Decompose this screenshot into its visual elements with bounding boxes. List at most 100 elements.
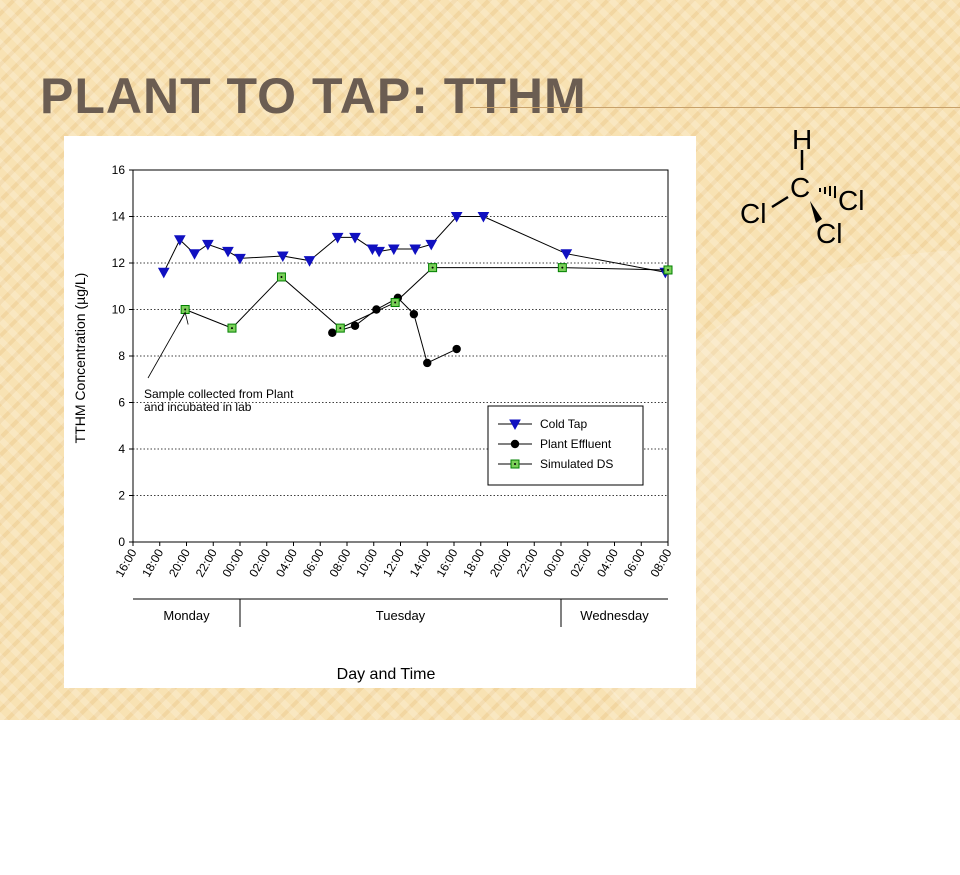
title-underline (470, 107, 960, 108)
data-point (173, 235, 186, 246)
atom-cl-right: Cl (838, 185, 864, 216)
atom-c: C (790, 172, 810, 203)
x-tick-label: 04:00 (273, 546, 300, 579)
x-tick-label: 22:00 (193, 546, 220, 579)
legend-entry: Plant Effluent (498, 437, 612, 451)
series-simulated-ds (180, 263, 673, 333)
data-point (509, 419, 521, 431)
x-tick-label: 06:00 (300, 546, 327, 579)
data-point (409, 244, 422, 256)
data-point (372, 305, 381, 314)
data-point (328, 328, 337, 337)
legend-label: Cold Tap (540, 417, 587, 431)
data-point-dot (230, 327, 233, 330)
data-point-dot (514, 463, 516, 465)
data-point (450, 212, 463, 223)
data-point (477, 212, 490, 223)
x-tick-labels: 16:00 18:00 20:00 22:00 00:00 02:00 04:00 06:00… (112, 546, 674, 579)
data-point-dot (184, 308, 187, 311)
c-cl-left-bond (771, 195, 789, 209)
y-tick-label: 6 (118, 396, 125, 410)
x-tick-label: 06:00 (621, 546, 648, 579)
data-point (425, 239, 438, 251)
chart-panel: 0 2 4 6 8 10 12 14 16 16:00 18:00 20:00 22:00 00:00 0… (64, 136, 696, 688)
legend: Cold Tap Plant Effluent Simulated DS (487, 405, 644, 486)
x-tick-label: 04:00 (594, 546, 621, 579)
data-point (560, 249, 573, 260)
y-tick-label: 12 (112, 256, 126, 270)
data-point (350, 321, 360, 330)
x-axis-label: Day and Time (337, 666, 436, 683)
data-point (409, 309, 419, 319)
y-tick-label: 0 (118, 535, 125, 549)
atom-h: H (792, 124, 812, 155)
c-cl-down-wedge-bond (810, 201, 822, 223)
day-label: Monday (163, 608, 210, 623)
data-point-dot (394, 301, 397, 304)
data-point (373, 246, 385, 258)
y-tick-label: 4 (118, 442, 125, 456)
data-point (387, 244, 400, 256)
data-point-dot (280, 275, 283, 278)
legend-entry: Cold Tap (498, 417, 587, 431)
annotation-text: Sample collected from Plant (144, 387, 294, 401)
x-tick-label: 12:00 (380, 546, 407, 579)
annotation-arrowhead (178, 311, 189, 325)
legend-label: Simulated DS (540, 457, 613, 471)
chloroform-molecule: H C Cl Cl Cl (740, 124, 864, 249)
x-tick-label: 02:00 (246, 546, 273, 579)
y-tick-label: 8 (118, 349, 125, 363)
x-tick-label: 02:00 (567, 546, 594, 579)
data-point (222, 246, 234, 258)
data-point (276, 251, 289, 263)
series-line (184, 267, 669, 329)
y-tick-label: 10 (112, 303, 126, 317)
data-point (234, 253, 246, 265)
atom-cl-left: Cl (740, 198, 766, 229)
data-point (349, 232, 361, 244)
x-tick-label: 16:00 (112, 546, 139, 579)
x-tick-label: 10:00 (353, 546, 380, 579)
data-point (188, 249, 201, 260)
annotation-arrow-line (147, 312, 186, 379)
day-label: Tuesday (376, 608, 426, 623)
x-tick-label: 00:00 (219, 546, 246, 579)
y-tick-label: 2 (118, 489, 125, 503)
data-point (423, 358, 432, 368)
atom-cl-bottom: Cl (816, 218, 842, 249)
series-plant-effluent (328, 293, 461, 368)
series-line (163, 216, 666, 273)
series-line (332, 297, 457, 364)
data-point-dot (667, 268, 669, 271)
y-tick-labels: 0 2 4 6 8 10 12 14 16 (112, 163, 126, 549)
x-tick-label: 18:00 (460, 546, 487, 579)
day-label: Wednesday (580, 608, 649, 623)
x-tick-label: 16:00 (433, 546, 460, 579)
data-point (157, 267, 170, 279)
data-series (157, 212, 673, 368)
x-tick-label: 20:00 (487, 546, 514, 579)
data-point-dot (431, 266, 434, 269)
data-point (452, 344, 461, 354)
axes (129, 169, 669, 546)
data-point (510, 439, 520, 449)
y-tick-label: 16 (112, 163, 126, 177)
legend-entry: Simulated DS (498, 457, 613, 471)
data-point (303, 256, 316, 267)
x-tick-label: 18:00 (139, 546, 166, 579)
y-tick-label: 14 (112, 210, 126, 224)
x-tick-label: 08:00 (326, 546, 353, 579)
annotation-text: and incubated in lab (144, 400, 252, 414)
data-point-dot (339, 327, 342, 330)
legend-label: Plant Effluent (540, 437, 612, 451)
day-bands: Monday Tuesday Wednesday (133, 598, 668, 627)
data-point (331, 232, 344, 244)
series-cold-tap (157, 212, 672, 279)
x-tick-label: 20:00 (166, 546, 193, 579)
y-axis-label: TTHM Concentration (µg/L) (72, 273, 88, 444)
x-tick-label: 14:00 (407, 546, 434, 579)
x-tick-label: 22:00 (514, 546, 541, 579)
slide-title: Plant to Tap: TTHM (40, 68, 587, 124)
